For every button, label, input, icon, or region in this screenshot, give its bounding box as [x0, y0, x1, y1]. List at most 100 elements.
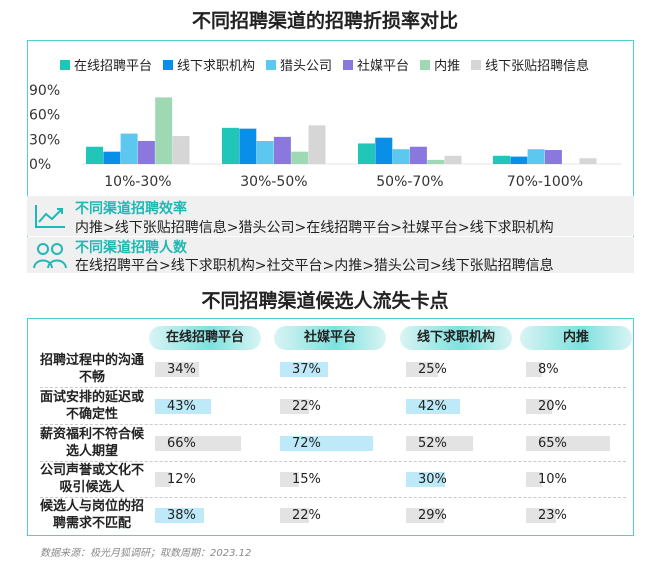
cell-value: 12%: [167, 472, 196, 487]
legend-label: 社媒平台: [357, 59, 410, 74]
cell-bar: [155, 362, 200, 377]
x-tick-label: 10%-30%: [104, 174, 171, 190]
page-title-bottom: 不同招聘渠道候选人流失卡点: [201, 290, 449, 312]
row-label: 薪资福利不符合候选人期望: [40, 427, 145, 459]
bar: [273, 136, 291, 164]
legend-label: 猎头公司: [280, 59, 333, 74]
cell-value: 29%: [418, 508, 447, 523]
legend-item: 猎头公司: [266, 55, 332, 74]
cell-value: 66%: [167, 436, 196, 451]
legend-item: 内推: [420, 55, 460, 74]
cell-bar: [406, 436, 474, 451]
headcount-box: 不同渠道招聘人数 在线招聘平台>线下求职机构>社交平台>内推>猎头公司>线下张贴…: [27, 237, 634, 274]
cell-bar: [155, 508, 205, 523]
bar: [308, 125, 326, 164]
legend-item: 线下张贴招聘信息: [471, 55, 589, 74]
cell-value: 23%: [538, 508, 567, 523]
column-header: 在线招聘平台: [149, 326, 261, 350]
cell-value: 22%: [292, 508, 321, 523]
cell-bar: [155, 436, 241, 451]
y-tick-label: 0%: [29, 157, 51, 173]
cell-value: 8%: [538, 362, 559, 377]
cell-bar: [280, 508, 309, 523]
bar: [239, 128, 257, 164]
cell-bar: [526, 472, 542, 487]
bar: [510, 156, 528, 164]
bar: [409, 146, 427, 164]
cell-bar: [406, 472, 445, 487]
legend-swatch: [471, 59, 482, 70]
bar: [103, 151, 121, 164]
cell-value: 52%: [418, 436, 447, 451]
column-header: 内推: [520, 326, 632, 350]
row-separator: [40, 461, 626, 462]
bar: [527, 149, 545, 164]
efficiency-title: 不同渠道招聘效率: [75, 201, 187, 217]
y-tick-label: 90%: [29, 83, 60, 99]
bar: [444, 155, 462, 164]
legend-label: 线下求职机构: [177, 59, 256, 74]
cell-value: 37%: [292, 362, 321, 377]
cell-bar: [280, 362, 328, 377]
cell-value: 42%: [418, 399, 447, 414]
cell-value: 65%: [538, 436, 567, 451]
cell-value: 22%: [292, 399, 321, 414]
cell-bar: [280, 472, 300, 487]
bar: [137, 140, 155, 164]
x-tick-label: 30%-50%: [240, 174, 307, 190]
people-group-icon: [33, 243, 67, 269]
headcount-ranking: 在线招聘平台>线下求职机构>社交平台>内推>猎头公司>线下张贴招聘信息: [75, 258, 554, 274]
bar: [86, 146, 103, 164]
bar-chart: 0% 30% 60% 90% 10%-30% 30%-50% 50%-70% 70%-100%: [29, 83, 622, 190]
chart-legend: 在线招聘平台 线下求职机构 猎头公司 社媒平台 内推 线下张贴招聘信息: [60, 55, 589, 74]
headcount-title: 不同渠道招聘人数: [75, 240, 187, 256]
cell-bar: [280, 436, 374, 451]
legend-label: 线下张贴招聘信息: [485, 59, 590, 74]
x-tick-label: 50%-70%: [376, 174, 443, 190]
row-label: 公司声誉或文化不吸引候选人: [40, 463, 145, 495]
y-tick-label: 30%: [29, 132, 60, 148]
bar: [358, 143, 375, 164]
cell-value: 20%: [538, 399, 567, 414]
page-title-top: 不同招聘渠道的招聘折损率对比: [191, 10, 458, 32]
efficiency-box: 不同渠道招聘效率 内推>线下张贴招聘信息>猎头公司>在线招聘平台>社媒平台>线下…: [27, 196, 634, 236]
legend-item: 在线招聘平台: [60, 55, 152, 74]
cell-bar: [526, 508, 556, 523]
bar: [427, 159, 445, 164]
legend-item: 社媒平台: [343, 55, 409, 74]
source-note: 数据来源：极光月狐调研；取数周期：2023.12: [40, 548, 252, 559]
legend-swatch: [266, 59, 277, 70]
row-label: 招聘过程中的沟通不畅: [40, 353, 145, 385]
cell-value: 30%: [418, 472, 447, 487]
bar: [120, 133, 138, 164]
cell-value: 43%: [167, 399, 196, 414]
legend-swatch: [163, 59, 174, 70]
row-separator: [40, 424, 626, 425]
row-label: 面试安排的延迟或不确定性: [40, 390, 145, 422]
table-panel: [27, 318, 634, 536]
bar: [392, 149, 410, 164]
y-tick-label: 60%: [29, 108, 60, 124]
cell-bar: [155, 399, 211, 414]
column-header: 社媒平台: [274, 326, 386, 350]
legend-item: 线下求职机构: [163, 55, 255, 74]
bar: [172, 136, 190, 164]
legend-label: 在线招聘平台: [74, 59, 153, 74]
legend-swatch: [60, 59, 70, 70]
cell-bar: [406, 508, 444, 523]
cell-value: 25%: [418, 362, 447, 377]
row-label: 候选人与岗位的招聘需求不匹配: [40, 499, 145, 531]
cell-bar: [406, 399, 461, 414]
efficiency-ranking: 内推>线下张贴招聘信息>猎头公司>在线招聘平台>社媒平台>线下求职机构: [75, 220, 554, 236]
bar: [256, 140, 274, 164]
bar: [544, 150, 562, 164]
cell-bar: [155, 472, 171, 487]
bar: [493, 155, 510, 164]
bar: [579, 158, 597, 164]
row-separator: [40, 387, 626, 388]
bar: [222, 127, 239, 164]
cell-value: 15%: [292, 472, 321, 487]
bar: [291, 151, 309, 164]
cell-bar: [406, 362, 439, 377]
cell-bar: [280, 399, 309, 414]
